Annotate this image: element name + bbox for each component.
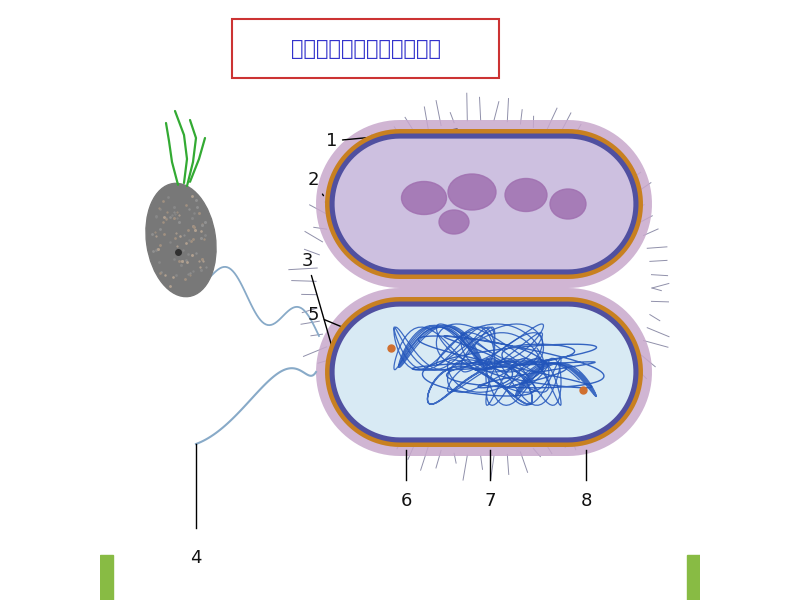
Polygon shape — [334, 139, 634, 269]
Text: 5: 5 — [307, 306, 434, 365]
Text: 6: 6 — [400, 492, 412, 510]
Ellipse shape — [146, 184, 216, 296]
Polygon shape — [330, 133, 638, 275]
Text: 7: 7 — [484, 492, 496, 510]
Polygon shape — [316, 288, 652, 456]
Text: 3: 3 — [302, 252, 334, 352]
Text: 1: 1 — [326, 129, 458, 150]
Polygon shape — [330, 301, 638, 443]
Text: 2: 2 — [307, 171, 323, 196]
Bar — [686, 555, 700, 600]
Text: 原核细胞亚显微结构模式图: 原核细胞亚显微结构模式图 — [291, 38, 441, 59]
Polygon shape — [325, 129, 643, 279]
Ellipse shape — [402, 181, 446, 214]
Ellipse shape — [448, 174, 496, 210]
Text: 8: 8 — [580, 492, 592, 510]
FancyBboxPatch shape — [232, 19, 499, 78]
Polygon shape — [325, 297, 643, 447]
Polygon shape — [334, 307, 634, 437]
Ellipse shape — [505, 179, 547, 211]
Text: 4: 4 — [190, 549, 202, 567]
Ellipse shape — [550, 189, 586, 219]
Polygon shape — [316, 120, 652, 288]
Ellipse shape — [439, 210, 469, 234]
Bar — [100, 555, 114, 600]
